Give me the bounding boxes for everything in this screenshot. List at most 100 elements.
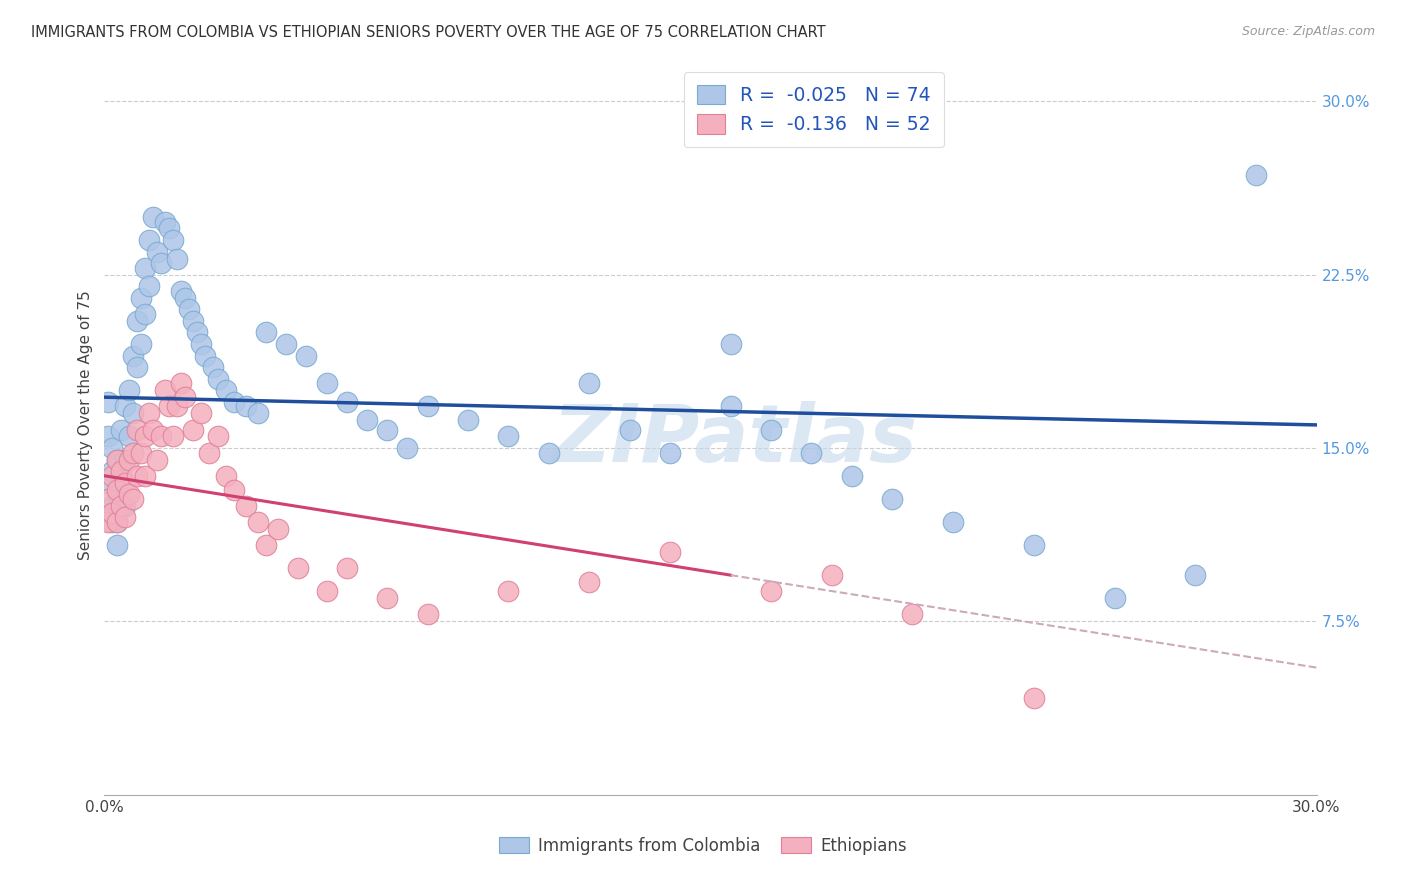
Point bbox=[194, 349, 217, 363]
Point bbox=[375, 423, 398, 437]
Point bbox=[207, 429, 229, 443]
Point bbox=[105, 483, 128, 497]
Point bbox=[659, 445, 682, 459]
Point bbox=[134, 260, 156, 275]
Point bbox=[181, 423, 204, 437]
Point bbox=[235, 499, 257, 513]
Point bbox=[157, 400, 180, 414]
Point bbox=[457, 413, 479, 427]
Point bbox=[114, 452, 136, 467]
Point bbox=[97, 491, 120, 506]
Point bbox=[105, 452, 128, 467]
Point bbox=[759, 423, 782, 437]
Point bbox=[619, 423, 641, 437]
Point bbox=[1244, 169, 1267, 183]
Point bbox=[537, 445, 560, 459]
Point bbox=[336, 394, 359, 409]
Point bbox=[134, 468, 156, 483]
Legend: Immigrants from Colombia, Ethiopians: Immigrants from Colombia, Ethiopians bbox=[492, 830, 914, 862]
Point bbox=[97, 515, 120, 529]
Point bbox=[315, 584, 337, 599]
Point bbox=[121, 349, 143, 363]
Point bbox=[114, 400, 136, 414]
Point bbox=[125, 314, 148, 328]
Point bbox=[186, 326, 208, 340]
Point bbox=[1022, 690, 1045, 705]
Point bbox=[114, 475, 136, 490]
Point bbox=[142, 210, 165, 224]
Point bbox=[179, 302, 201, 317]
Point bbox=[207, 372, 229, 386]
Point bbox=[121, 445, 143, 459]
Point bbox=[129, 291, 152, 305]
Point bbox=[101, 506, 124, 520]
Point bbox=[101, 468, 124, 483]
Point bbox=[759, 584, 782, 599]
Point bbox=[356, 413, 378, 427]
Point bbox=[117, 452, 139, 467]
Point bbox=[121, 406, 143, 420]
Point bbox=[214, 468, 236, 483]
Point bbox=[138, 233, 160, 247]
Point bbox=[202, 360, 225, 375]
Point bbox=[134, 307, 156, 321]
Point bbox=[149, 256, 172, 270]
Point bbox=[101, 441, 124, 455]
Point bbox=[720, 400, 742, 414]
Point bbox=[105, 538, 128, 552]
Point bbox=[142, 423, 165, 437]
Point bbox=[235, 400, 257, 414]
Point bbox=[190, 406, 212, 420]
Point bbox=[138, 279, 160, 293]
Point bbox=[254, 326, 277, 340]
Point bbox=[121, 491, 143, 506]
Point bbox=[214, 384, 236, 398]
Point bbox=[720, 337, 742, 351]
Point bbox=[114, 510, 136, 524]
Point bbox=[276, 337, 298, 351]
Point bbox=[170, 284, 193, 298]
Point bbox=[498, 429, 520, 443]
Point bbox=[267, 522, 290, 536]
Y-axis label: Seniors Poverty Over the Age of 75: Seniors Poverty Over the Age of 75 bbox=[79, 290, 93, 560]
Point bbox=[101, 499, 124, 513]
Point bbox=[105, 515, 128, 529]
Point bbox=[129, 445, 152, 459]
Point bbox=[97, 475, 120, 490]
Point bbox=[138, 406, 160, 420]
Point bbox=[125, 468, 148, 483]
Point bbox=[222, 394, 245, 409]
Point bbox=[295, 349, 318, 363]
Point bbox=[659, 545, 682, 559]
Point bbox=[396, 441, 419, 455]
Point bbox=[105, 515, 128, 529]
Point bbox=[97, 394, 120, 409]
Point bbox=[254, 538, 277, 552]
Point bbox=[129, 337, 152, 351]
Point bbox=[117, 384, 139, 398]
Point bbox=[578, 575, 600, 590]
Point bbox=[287, 561, 309, 575]
Point bbox=[416, 400, 439, 414]
Point bbox=[181, 314, 204, 328]
Point bbox=[125, 423, 148, 437]
Point bbox=[110, 464, 132, 478]
Point bbox=[375, 591, 398, 606]
Point bbox=[416, 607, 439, 622]
Point bbox=[841, 468, 863, 483]
Point bbox=[105, 487, 128, 501]
Text: IMMIGRANTS FROM COLOMBIA VS ETHIOPIAN SENIORS POVERTY OVER THE AGE OF 75 CORRELA: IMMIGRANTS FROM COLOMBIA VS ETHIOPIAN SE… bbox=[31, 25, 825, 40]
Point bbox=[110, 468, 132, 483]
Text: Source: ZipAtlas.com: Source: ZipAtlas.com bbox=[1241, 25, 1375, 38]
Point bbox=[153, 384, 176, 398]
Point bbox=[162, 233, 184, 247]
Point bbox=[170, 376, 193, 391]
Point bbox=[117, 429, 139, 443]
Legend: R =  -0.025   N = 74, R =  -0.136   N = 52: R = -0.025 N = 74, R = -0.136 N = 52 bbox=[683, 72, 943, 147]
Point bbox=[882, 491, 904, 506]
Point bbox=[157, 221, 180, 235]
Point bbox=[125, 360, 148, 375]
Point bbox=[821, 568, 844, 582]
Point bbox=[101, 464, 124, 478]
Point bbox=[1184, 568, 1206, 582]
